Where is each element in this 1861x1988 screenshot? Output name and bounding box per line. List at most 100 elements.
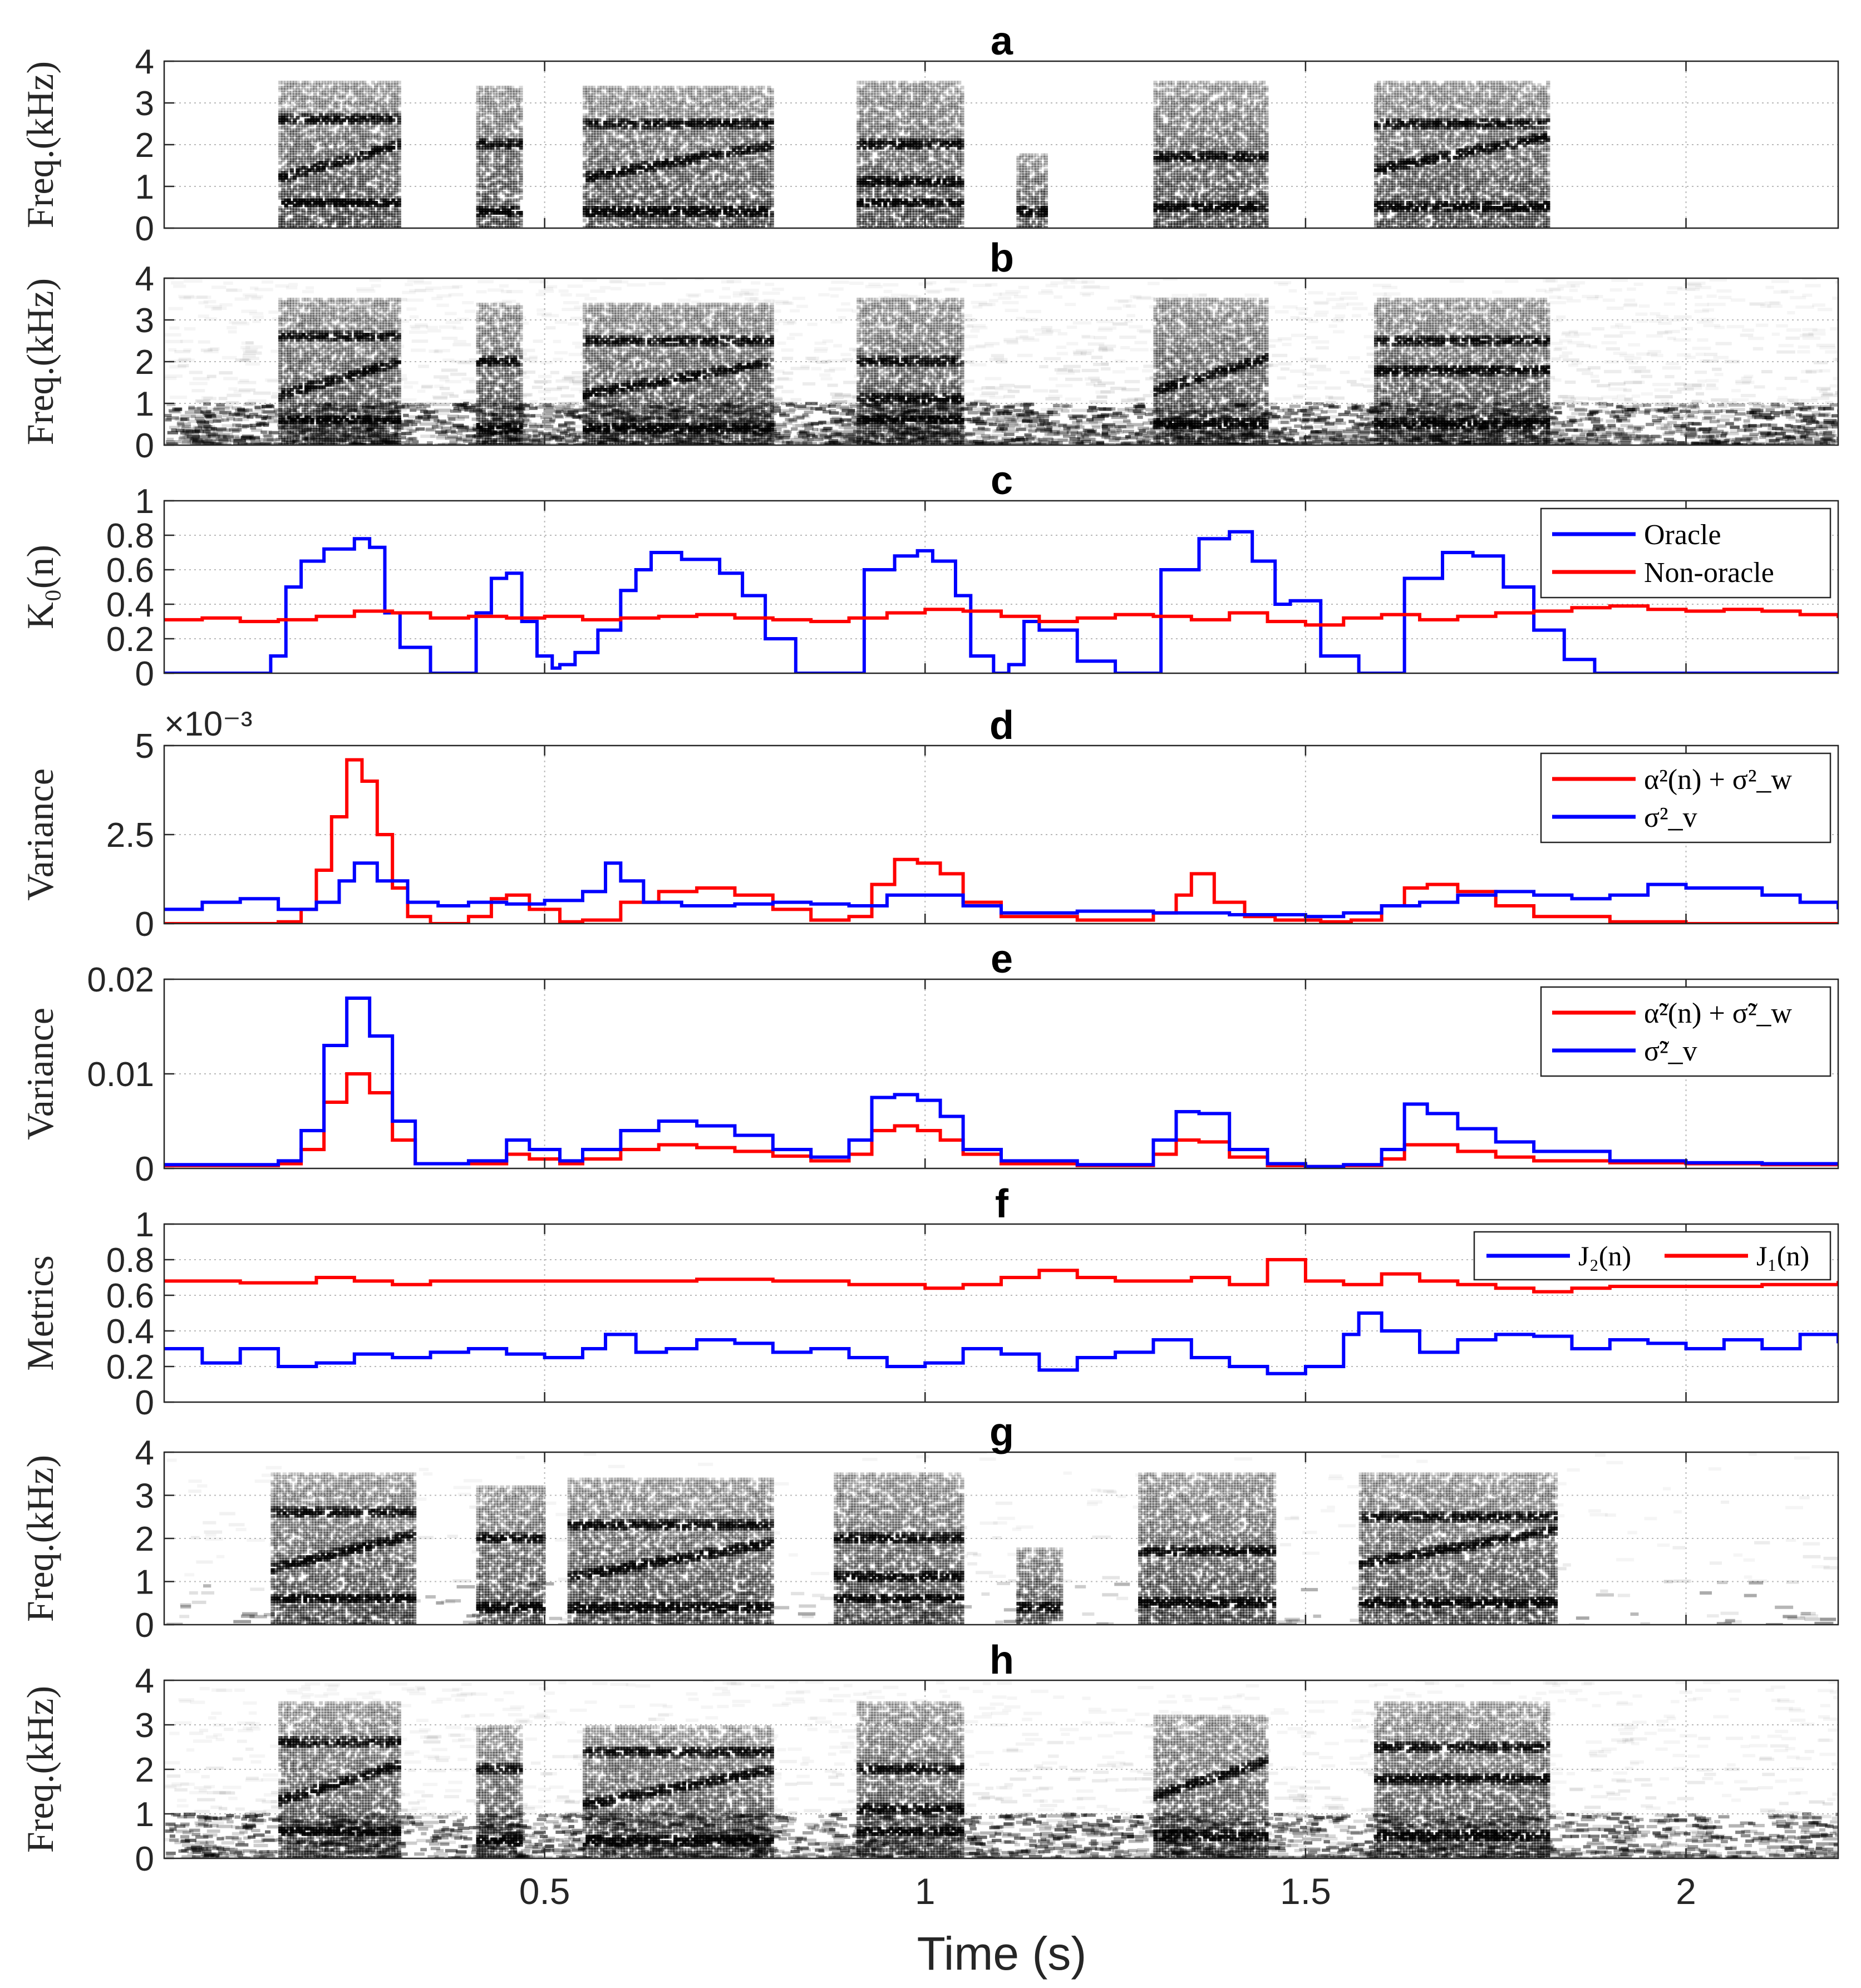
noise-cell [413,419,421,423]
noise-cell [1804,437,1813,441]
noise-cell [933,426,943,430]
noise-cell [843,1613,854,1617]
noise-cell [1158,305,1169,309]
noise-cell [1041,330,1053,334]
noise-cell [1459,403,1470,407]
noise-cell [1144,441,1153,445]
noise-cell [271,395,282,399]
legend-label: α̃²(n) + σ̃²_w [1644,998,1792,1029]
noise-cell [696,434,707,438]
noise-cell [671,371,681,375]
y-tick-label: 0 [135,905,154,944]
noise-cell [1785,411,1794,415]
noise-cell [386,347,400,351]
noise-cell [644,440,652,443]
noise-cell [1120,443,1133,445]
noise-cell [1028,443,1047,445]
axes-box-f [163,1223,1839,1403]
noise-cell [1289,369,1307,373]
noise-cell [488,343,500,347]
noise-cell [1530,440,1548,444]
noise-cell [593,433,603,437]
noise-cell [923,434,937,438]
noise-cell [1371,420,1381,424]
noise-cell [1177,411,1188,415]
noise-cell [538,374,552,378]
noise-cell [1563,1563,1571,1567]
noise-cell [555,411,562,415]
noise-cell [1468,392,1484,396]
noise-cell [237,410,249,414]
noise-cell [1038,419,1049,423]
noise-cell [346,433,358,437]
noise-cell [920,1622,928,1625]
noise-cell [1224,437,1235,441]
noise-cell [872,407,885,411]
noise-cell [1802,336,1821,340]
noise-cell [1804,429,1814,433]
noise-cell [231,427,239,431]
noise-cell [1055,442,1073,445]
noise-cell [745,414,753,418]
noise-cell [1327,292,1336,296]
noise-cell [1785,1538,1796,1542]
noise-cell [822,428,831,432]
noise-cell [257,421,269,425]
noise-cell [1785,410,1794,413]
noise-cell [445,379,461,383]
noise-cell [812,428,819,432]
noise-cell [297,353,316,357]
noise-cell [1206,442,1224,445]
noise-cell [781,441,790,445]
noise-cell [1804,441,1813,445]
noise-cell [1657,442,1669,445]
noise-cell [878,296,889,300]
noise-cell [652,435,669,438]
noise-cell [707,347,718,351]
noise-cell [940,404,949,408]
noise-cell [668,362,680,366]
noise-cell [1765,408,1775,412]
noise-cell [1623,304,1638,308]
noise-cell [686,435,697,439]
noise-cell [611,368,622,372]
noise-cell [792,415,805,419]
noise-cell [1138,402,1145,406]
noise-cell [1459,441,1471,445]
noise-cell [1315,310,1329,314]
noise-cell [289,1499,308,1503]
noise-cell [861,441,879,445]
noise-cell [520,423,528,427]
noise-cell [1142,369,1154,373]
noise-cell [1624,397,1633,401]
noise-cell [493,375,507,379]
noise-cell [1240,332,1255,336]
noise-cell [791,427,798,431]
noise-cell [434,443,446,445]
noise-cell [1476,437,1486,441]
noise-cell [909,1620,919,1624]
noise-cell [302,437,309,441]
noise-cell [1333,421,1346,425]
noise-cell [1730,440,1741,443]
noise-cell [1313,1614,1321,1618]
legend-label: Non-oracle [1644,557,1774,589]
noise-cell [542,403,552,407]
noise-cell [590,289,605,293]
noise-cell [1794,402,1805,406]
noise-cell [1234,1457,1253,1461]
noise-cell [1506,305,1518,309]
noise-cell [918,376,934,380]
noise-cell [1748,1579,1767,1583]
noise-cell [1699,359,1710,363]
noise-cell [1003,432,1015,436]
noise-cell [829,441,838,445]
noise-cell [1814,441,1828,445]
noise-cell [957,424,963,428]
noise-cell [1720,434,1727,438]
noise-cell [1412,314,1424,318]
noise-cell [1569,418,1577,422]
noise-cell [1432,435,1445,439]
noise-cell [570,433,580,437]
